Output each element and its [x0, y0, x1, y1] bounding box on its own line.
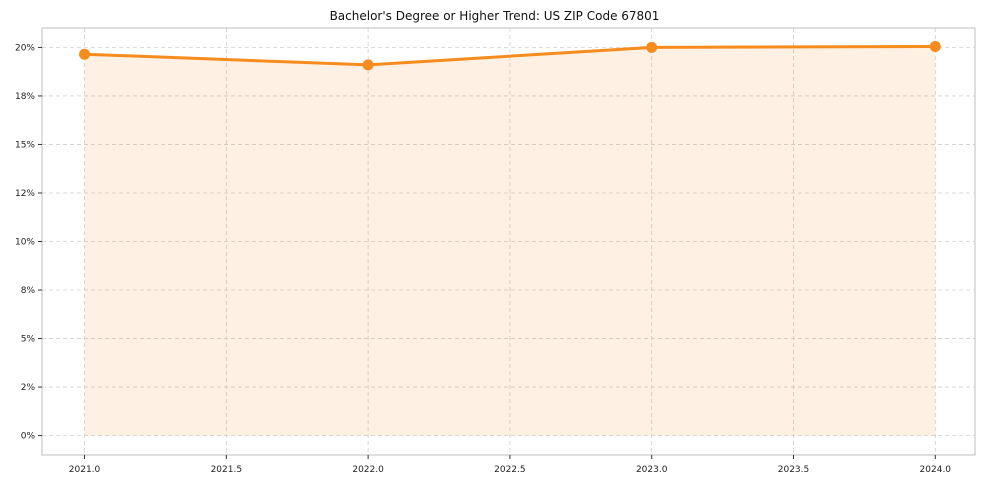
x-tick-label: 2024.0: [920, 465, 952, 475]
y-tick-label: 5%: [21, 335, 36, 345]
y-tick-label: 20%: [15, 43, 35, 53]
y-tick-label: 8%: [21, 286, 36, 296]
trend-line: [83, 44, 937, 67]
x-tick-label: 2022.5: [494, 465, 526, 475]
y-tick-label: 15%: [15, 140, 35, 150]
data-point-marker: [646, 41, 658, 53]
area-fill: [84, 46, 936, 436]
y-tick-label: 0%: [21, 432, 36, 442]
data-point-marker: [362, 59, 374, 71]
y-tick-label: 12%: [15, 189, 35, 199]
y-tick-label: 18%: [15, 92, 35, 102]
x-tick-label: 2022.0: [352, 465, 384, 475]
y-tick-label: 2%: [21, 383, 36, 393]
x-tick-label: 2023.0: [636, 465, 668, 475]
x-tick-label: 2021.5: [211, 465, 243, 475]
x-tick-label: 2023.5: [778, 465, 810, 475]
chart-title: Bachelor's Degree or Higher Trend: US ZI…: [329, 9, 660, 23]
x-tick-label: 2021.0: [69, 465, 101, 475]
data-point-marker: [929, 40, 941, 52]
y-tick-label: 10%: [15, 238, 35, 248]
data-point-marker: [79, 48, 91, 60]
